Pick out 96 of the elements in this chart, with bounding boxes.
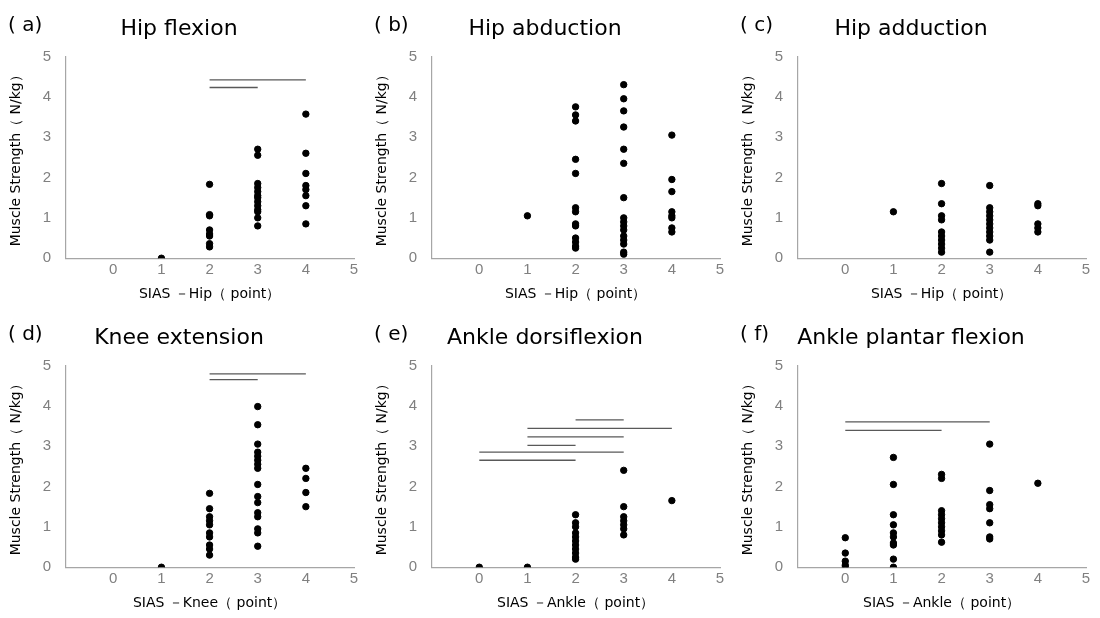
- y-tick-label: 4: [408, 86, 418, 104]
- y-tick-label: 5: [408, 355, 418, 373]
- x-tick-label: 0: [109, 260, 118, 278]
- y-tick-label: 3: [774, 127, 784, 145]
- x-axis-title: SIAS －Hip（ point）: [138, 285, 281, 302]
- y-tick-label: 5: [42, 46, 52, 64]
- y-tick-label: 3: [774, 436, 784, 454]
- y-tick-label: 3: [408, 436, 418, 454]
- y-tick-label: 4: [774, 86, 784, 104]
- x-tick-label: 5: [1081, 260, 1091, 278]
- y-tick-label: 0: [42, 557, 52, 575]
- x-tick-label: 0: [475, 260, 484, 278]
- chart-title: Ankle plantar flexion: [797, 323, 1025, 349]
- x-tick-label: 0: [475, 569, 484, 587]
- x-tick-label: 0: [841, 260, 850, 278]
- x-axis-title: SIAS －Hip（ point）: [504, 285, 647, 302]
- x-axis-title: SIAS －Ankle（ point）: [862, 594, 1021, 611]
- y-tick-label: 4: [42, 395, 52, 413]
- y-tick-label: 2: [408, 167, 418, 185]
- x-tick-label: 4: [667, 260, 677, 278]
- y-tick-label: 0: [408, 557, 418, 575]
- y-tick-label: 2: [774, 476, 784, 494]
- x-tick-label: 2: [937, 260, 946, 278]
- x-tick-label: 2: [205, 260, 214, 278]
- x-tick-label: 1: [523, 569, 532, 587]
- y-tick-label: 2: [42, 167, 52, 185]
- x-tick-label: 3: [253, 260, 262, 278]
- x-tick-label: 2: [937, 569, 946, 587]
- y-tick-label: 0: [774, 248, 784, 266]
- y-tick-label: 4: [774, 395, 784, 413]
- x-tick-label: 5: [349, 260, 359, 278]
- chart-title: Hip abduction: [468, 14, 622, 40]
- text: ( b): [374, 12, 409, 37]
- x-tick-label: 1: [157, 260, 166, 278]
- y-tick-label: 1: [42, 207, 52, 225]
- chart-title: Knee extension: [94, 323, 264, 349]
- x-tick-label: 4: [301, 569, 311, 587]
- x-tick-label: 4: [301, 260, 311, 278]
- y-axis-title: Muscle Strength（ N/kg）: [7, 377, 24, 556]
- y-axis-title: Muscle Strength（ N/kg）: [373, 377, 390, 556]
- y-tick-label: 3: [42, 127, 52, 145]
- x-tick-label: 4: [1033, 569, 1043, 587]
- y-tick-label: 3: [42, 436, 52, 454]
- text: ( c): [740, 12, 773, 37]
- y-tick-label: 2: [408, 476, 418, 494]
- y-tick-label: 2: [774, 167, 784, 185]
- x-tick-label: 5: [1081, 569, 1091, 587]
- y-tick-label: 5: [774, 46, 784, 64]
- x-tick-label: 1: [889, 260, 898, 278]
- x-axis-title: SIAS －Hip（ point）: [870, 285, 1013, 302]
- x-tick-label: 1: [889, 569, 898, 587]
- y-tick-label: 1: [42, 516, 52, 534]
- x-tick-label: 2: [205, 569, 214, 587]
- y-tick-label: 5: [774, 355, 784, 373]
- y-tick-label: 3: [408, 127, 418, 145]
- chart-title: Hip flexion: [120, 14, 238, 40]
- y-axis-title: Muscle Strength（ N/kg）: [7, 68, 24, 247]
- y-axis-title: Muscle Strength（ N/kg）: [739, 377, 756, 556]
- y-tick-label: 0: [774, 557, 784, 575]
- x-tick-label: 0: [109, 569, 118, 587]
- y-tick-label: 4: [408, 395, 418, 413]
- text: ( f): [740, 321, 770, 346]
- x-tick-label: 5: [349, 569, 359, 587]
- text: ( d): [8, 321, 43, 346]
- y-tick-label: 1: [408, 207, 418, 225]
- y-tick-label: 2: [42, 476, 52, 494]
- x-tick-label: 3: [985, 260, 994, 278]
- y-tick-label: 5: [42, 355, 52, 373]
- x-tick-label: 4: [667, 569, 677, 587]
- y-tick-label: 1: [408, 516, 418, 534]
- x-tick-label: 5: [715, 260, 725, 278]
- x-tick-label: 1: [523, 260, 532, 278]
- x-tick-label: 4: [1033, 260, 1043, 278]
- x-tick-label: 3: [253, 569, 262, 587]
- y-axis-title: Muscle Strength（ N/kg）: [373, 68, 390, 247]
- text: ( e): [374, 321, 409, 346]
- y-tick-label: 5: [408, 46, 418, 64]
- x-tick-label: 3: [985, 569, 994, 587]
- text: ( a): [8, 12, 43, 37]
- y-tick-label: 0: [408, 248, 418, 266]
- y-tick-label: 0: [42, 248, 52, 266]
- x-tick-label: 3: [619, 569, 628, 587]
- y-tick-label: 1: [774, 516, 784, 534]
- y-axis-title: Muscle Strength（ N/kg）: [739, 68, 756, 247]
- y-tick-label: 1: [774, 207, 784, 225]
- x-tick-label: 3: [619, 260, 628, 278]
- x-tick-label: 0: [841, 569, 850, 587]
- chart-title: Hip adduction: [834, 14, 988, 40]
- x-tick-label: 1: [157, 569, 166, 587]
- x-axis-title: SIAS －Knee（ point）: [132, 594, 287, 611]
- x-tick-label: 2: [571, 260, 580, 278]
- x-axis-title: SIAS －Ankle（ point）: [496, 594, 655, 611]
- chart-title: Ankle dorsiflexion: [447, 323, 643, 349]
- x-tick-label: 2: [571, 569, 580, 587]
- x-tick-label: 5: [715, 569, 725, 587]
- y-tick-label: 4: [42, 86, 52, 104]
